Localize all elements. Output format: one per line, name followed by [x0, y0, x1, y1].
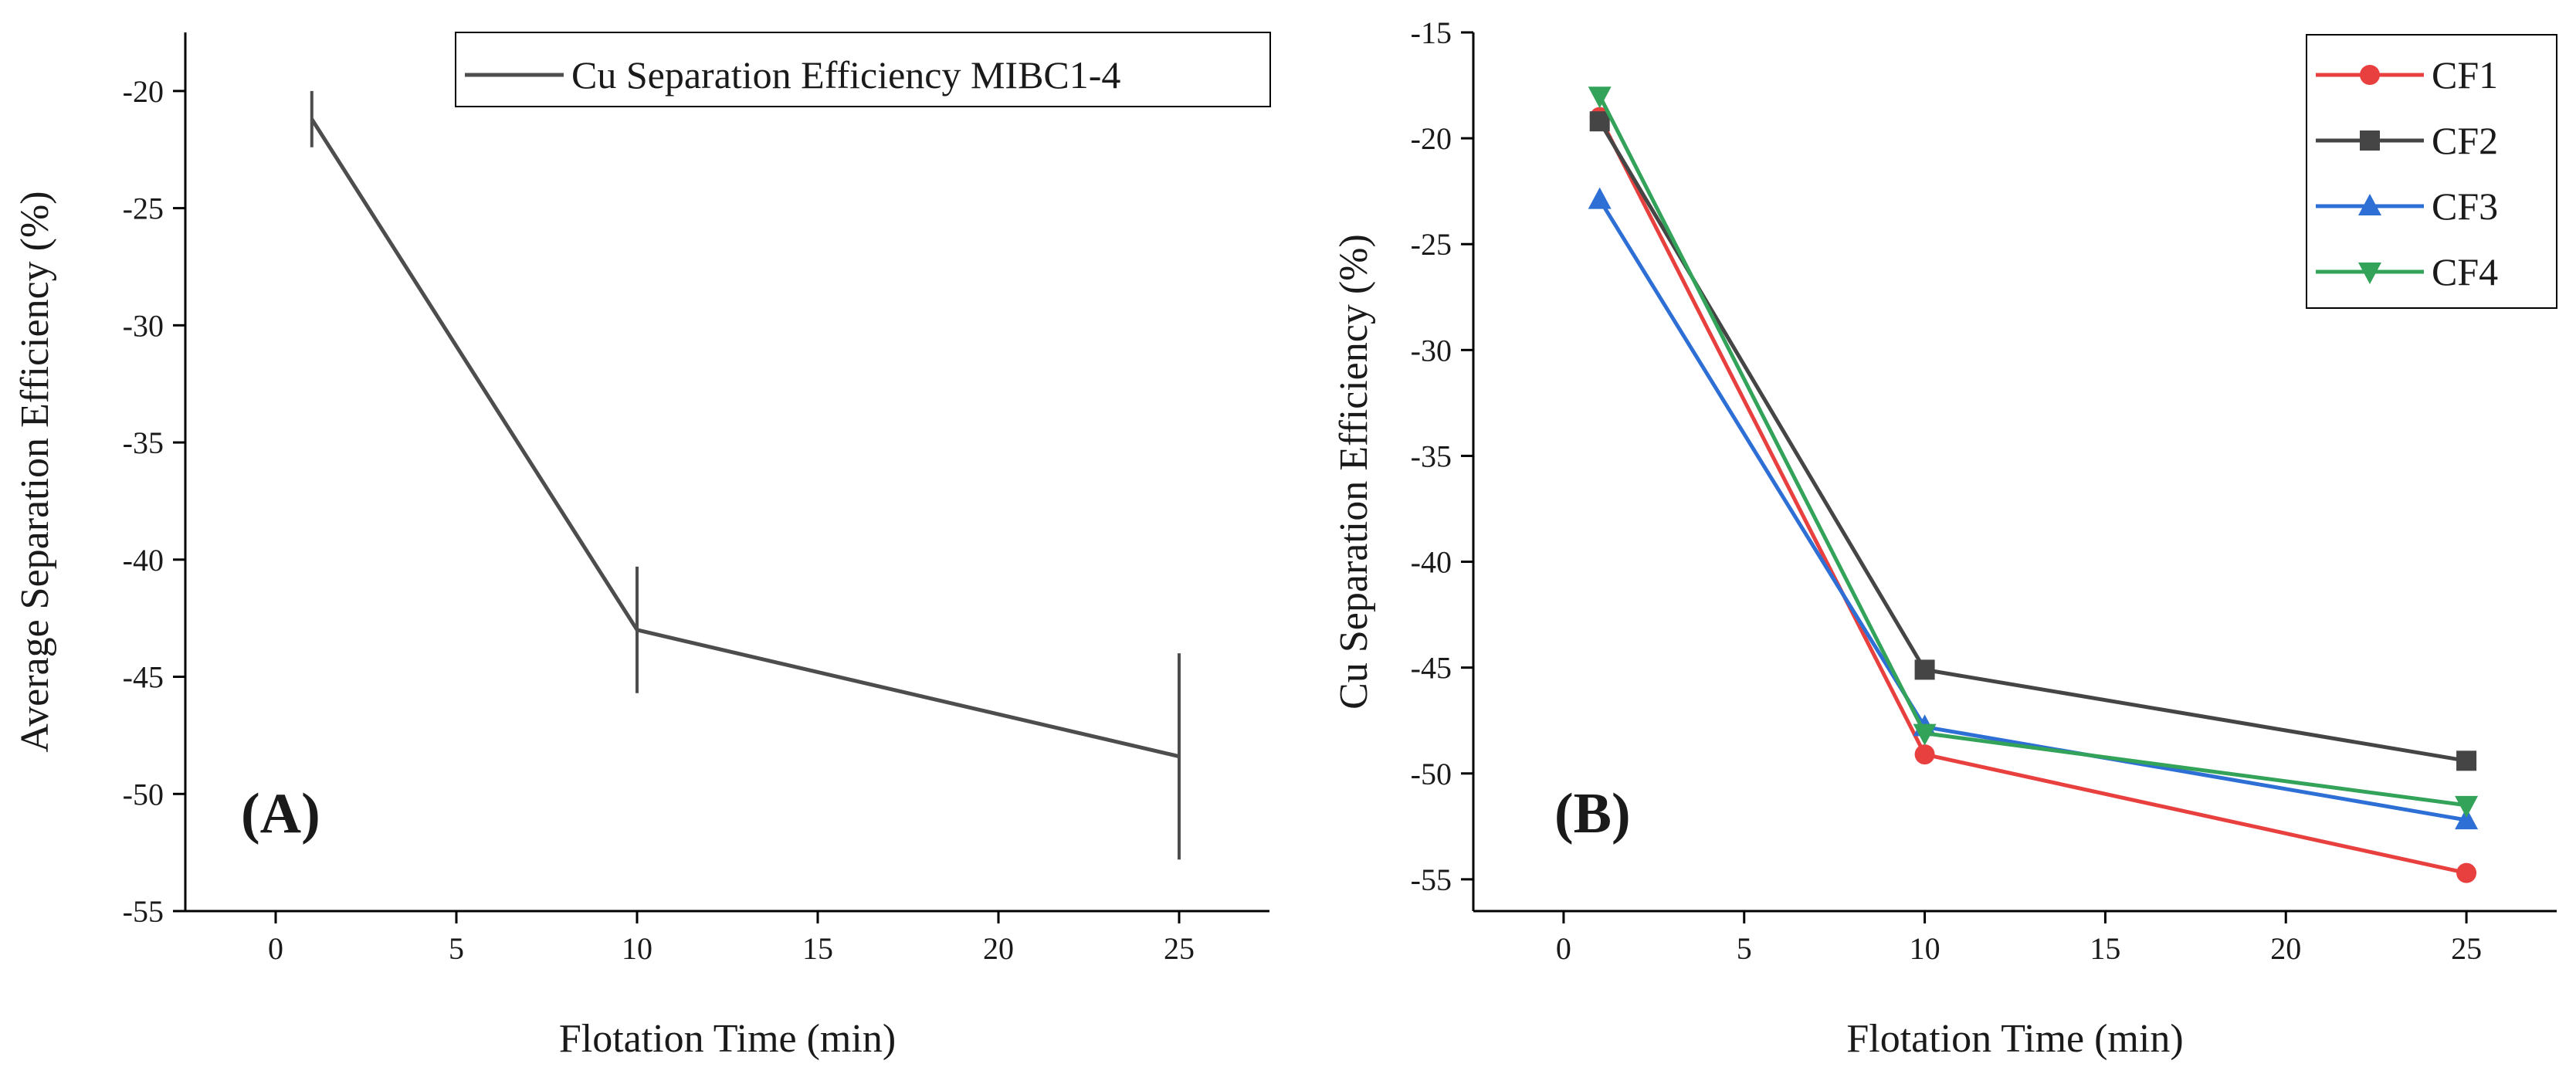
y-tick-label: -25 — [1411, 227, 1452, 262]
panel-label: (A) — [241, 782, 320, 845]
y-tick-label: -35 — [123, 425, 164, 460]
x-tick-label: 25 — [2451, 931, 2482, 966]
data-point — [2455, 795, 2479, 818]
x-axis-title: Flotation Time (min) — [559, 1017, 896, 1061]
x-tick-label: 20 — [983, 931, 1014, 966]
data-point — [1913, 723, 1937, 746]
y-tick-label: -35 — [1411, 439, 1452, 473]
series-cf1 — [1589, 107, 2477, 883]
x-tick-label: 5 — [449, 931, 464, 966]
x-axis-title: Flotation Time (min) — [1846, 1017, 2183, 1061]
x-tick-label: 25 — [1164, 931, 1195, 966]
y-tick-label: -20 — [1411, 121, 1452, 156]
series-line — [310, 117, 1180, 759]
y-tick-label: -50 — [123, 777, 164, 811]
panel-a-chart: 0 5 10 15 20 25 -55 -50 -45 -40 -35 -30 -25 -20 Flotat… — [13, 32, 1271, 1061]
y-tick-label: -45 — [1411, 651, 1452, 686]
legend-marker — [2358, 263, 2381, 284]
y-tick-label: -45 — [123, 660, 164, 695]
panel-b-chart: 0 5 10 15 20 25 -55 -50 -45 -40 -35 -30 -25 -20 -15 Flo… — [1332, 15, 2557, 1061]
data-point — [1914, 659, 1935, 680]
x-tick-label: 20 — [2270, 931, 2301, 966]
legend-label: CF3 — [2432, 185, 2498, 228]
legend-marker — [2360, 65, 2380, 85]
y-tick-label: -40 — [123, 543, 164, 578]
series-cf4 — [1588, 86, 2479, 818]
data-point — [1589, 111, 1610, 132]
legend: CF1 CF2 CF3 CF4 — [2306, 34, 2557, 309]
y-tick-label: -30 — [1411, 333, 1452, 368]
y-tick-label: -55 — [123, 894, 164, 929]
series-cu-separation-efficiency-mibc1-4 — [310, 90, 1181, 860]
legend-box — [2306, 34, 2557, 309]
legend-label: CF4 — [2432, 250, 2498, 293]
y-tick-label: -25 — [123, 191, 164, 226]
x-tick-label: 15 — [802, 931, 833, 966]
y-tick-label: -20 — [123, 74, 164, 109]
y-tick-label: -55 — [1411, 862, 1452, 897]
x-tick-label: 10 — [1910, 931, 1940, 966]
y-axis-title: Cu Separation Efficiency (%) — [1332, 234, 1376, 710]
legend-label: CF1 — [2432, 53, 2498, 97]
legend-marker — [2358, 194, 2381, 215]
legend-marker — [2360, 130, 2380, 151]
y-tick-label: -40 — [1411, 545, 1452, 580]
panel-label: (B) — [1554, 782, 1631, 845]
data-point — [2456, 750, 2477, 771]
x-tick-label: 10 — [622, 931, 652, 966]
legend-box — [455, 32, 1271, 107]
data-point — [1588, 187, 1612, 209]
data-point — [2456, 862, 2477, 883]
data-point — [1914, 744, 1935, 765]
y-tick-label: -15 — [1411, 15, 1452, 50]
x-tick-label: 15 — [2090, 931, 2120, 966]
data-point — [2455, 808, 2479, 830]
y-tick-label: -30 — [123, 308, 164, 343]
data-point — [1588, 86, 1612, 109]
y-tick-label: -50 — [1411, 757, 1452, 791]
legend-label: CF2 — [2432, 119, 2498, 162]
legend-label: Cu Separation Efficiency MIBC1-4 — [571, 53, 1120, 97]
y-axis-title: Average Separation Efficiency (%) — [13, 191, 57, 752]
x-tick-label: 5 — [1737, 931, 1752, 966]
legend: Cu Separation Efficiency MIBC1-4 — [455, 32, 1271, 107]
x-tick-label: 0 — [268, 931, 283, 966]
x-tick-label: 0 — [1556, 931, 1571, 966]
